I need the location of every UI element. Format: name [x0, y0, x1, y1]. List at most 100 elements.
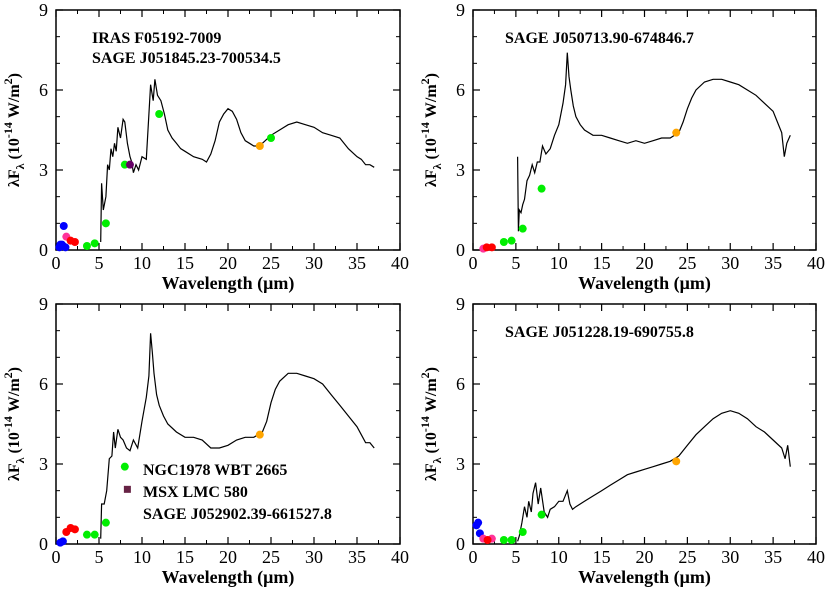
- x-tick-label: 20: [219, 547, 237, 567]
- y-tick-label: 0: [39, 534, 48, 554]
- y-tick-label: 6: [456, 374, 465, 394]
- series-spectrum: [100, 79, 375, 243]
- series-spectrum: [517, 52, 791, 232]
- y-tick-label: 9: [39, 0, 48, 20]
- data-point-photometry-green: [537, 510, 546, 519]
- y-axis-label: λFλ (10-14 W/m2): [418, 367, 444, 481]
- series-spectrum: [517, 410, 791, 542]
- annotation-text: SAGE J050713.90-674846.7: [505, 30, 694, 47]
- panel-top-left: 0 5 10 15 20 25 30 35 40 0 3 6 9 Wavelength (μm) λFλ (…: [1, 0, 409, 294]
- x-tick-label: 5: [95, 547, 104, 567]
- panel-top-right: 0 5 10 15 20 25 30 35 40 0 3 6 9 Wavelength (μm) λFλ (…: [418, 0, 825, 294]
- data-point-photometry-green: [537, 184, 546, 193]
- x-axis-label: Wavelength (μm): [162, 567, 295, 588]
- panel-bottom-left: 0 5 10 15 20 25 30 35 40 0 3 6 9 Wavelength (μm) λFλ (…: [1, 294, 409, 588]
- x-tick-label: 15: [593, 253, 611, 273]
- data-point-photometry-green: [499, 238, 508, 246]
- x-tick-label: 25: [262, 547, 280, 567]
- annotation-text: MSX LMC 580: [143, 484, 248, 501]
- data-point-photometry-red: [70, 238, 79, 246]
- y-tick-label: 0: [456, 534, 465, 554]
- data-point-photometry-green: [267, 134, 275, 142]
- data-point-photometry-purple: [125, 160, 134, 169]
- x-tick-label: 40: [391, 547, 409, 567]
- x-tick-label: 35: [348, 253, 366, 273]
- x-tick-label: 30: [721, 253, 739, 273]
- y-tick-label: 9: [456, 0, 465, 20]
- x-tick-label: 5: [511, 547, 520, 567]
- x-tick-label: 40: [807, 253, 825, 273]
- x-tick-label: 0: [52, 253, 61, 273]
- data-point-photometry-orange: [255, 142, 264, 150]
- x-axis-label: Wavelength (μm): [578, 567, 711, 588]
- data-point-photometry-green: [120, 462, 129, 471]
- data-point-photometry-blue: [58, 537, 67, 546]
- x-axis-label: Wavelength (μm): [162, 273, 295, 294]
- data-point-photometry-green: [507, 536, 516, 544]
- y-tick-label: 6: [456, 80, 465, 100]
- y-axis-label: λFλ (10-14 W/m2): [1, 73, 27, 187]
- y-tick-label: 0: [456, 240, 465, 260]
- x-tick-label: 0: [469, 547, 478, 567]
- x-tick-label: 25: [678, 253, 696, 273]
- x-tick-label: 15: [176, 547, 194, 567]
- x-tick-label: 35: [764, 547, 782, 567]
- data-point-photometry-blue: [474, 518, 483, 527]
- y-tick-label: 0: [39, 240, 48, 260]
- data-point-photometry-orange: [255, 430, 264, 439]
- x-tick-label: 30: [721, 547, 739, 567]
- x-tick-label: 35: [764, 253, 782, 273]
- data-point-photometry-blue: [61, 243, 70, 252]
- panel-bottom-right: 0 5 10 15 20 25 30 35 40 0 3 6 9 Wavelength (μm) λFλ (…: [418, 294, 825, 588]
- data-point-msx-square: [123, 485, 131, 493]
- x-tick-label: 35: [348, 547, 366, 567]
- y-axis-label: λFλ (10-14 W/m2): [418, 73, 444, 187]
- data-point-photometry-green: [90, 239, 99, 248]
- data-point-photometry-green: [101, 219, 110, 228]
- x-tick-label: 10: [133, 547, 151, 567]
- data-point-photometry-red: [487, 243, 496, 252]
- data-point-photometry-green: [499, 536, 508, 544]
- data-point-photometry-green: [82, 242, 91, 250]
- x-tick-label: 20: [636, 547, 654, 567]
- x-tick-label: 0: [52, 547, 61, 567]
- data-point-photometry-green: [82, 530, 91, 539]
- data-point-photometry-green: [101, 518, 110, 527]
- y-tick-label: 6: [39, 80, 48, 100]
- x-tick-label: 30: [305, 253, 323, 273]
- x-tick-label: 25: [262, 253, 280, 273]
- data-point-photometry-green: [518, 528, 527, 536]
- data-point-photometry-green: [518, 224, 527, 233]
- annotation-text: SAGE J051845.23-700534.5: [92, 50, 281, 67]
- data-point-photometry-orange: [672, 128, 681, 137]
- y-tick-label: 3: [39, 160, 48, 180]
- data-point-photometry-red: [483, 536, 492, 544]
- x-tick-label: 5: [95, 253, 104, 273]
- x-tick-label: 10: [550, 547, 568, 567]
- y-tick-label: 3: [39, 454, 48, 474]
- data-point-photometry-orange: [672, 457, 681, 466]
- annotation-text: SAGE J052902.39-661527.8: [143, 506, 332, 523]
- data-point-photometry-red: [70, 525, 79, 534]
- x-tick-label: 25: [678, 547, 696, 567]
- x-tick-label: 0: [469, 253, 478, 273]
- annotation-text: IRAS F05192-7009: [92, 30, 221, 47]
- x-tick-label: 20: [219, 253, 237, 273]
- data-point-photometry-green: [155, 110, 164, 118]
- series-spectrum: [100, 333, 375, 539]
- y-tick-label: 9: [456, 294, 465, 314]
- y-tick-label: 9: [39, 294, 48, 314]
- y-axis-label: λFλ (10-14 W/m2): [1, 367, 27, 481]
- x-tick-label: 15: [176, 253, 194, 273]
- x-tick-label: 10: [133, 253, 151, 273]
- x-tick-label: 40: [807, 547, 825, 567]
- x-tick-label: 10: [550, 253, 568, 273]
- y-tick-label: 3: [456, 160, 465, 180]
- data-point-photometry-blue: [59, 222, 68, 230]
- x-tick-label: 15: [593, 547, 611, 567]
- data-point-photometry-green: [507, 236, 516, 245]
- x-tick-label: 40: [391, 253, 409, 273]
- annotation-text: SAGE J051228.19-690755.8: [505, 324, 694, 341]
- x-axis-label: Wavelength (μm): [578, 273, 711, 294]
